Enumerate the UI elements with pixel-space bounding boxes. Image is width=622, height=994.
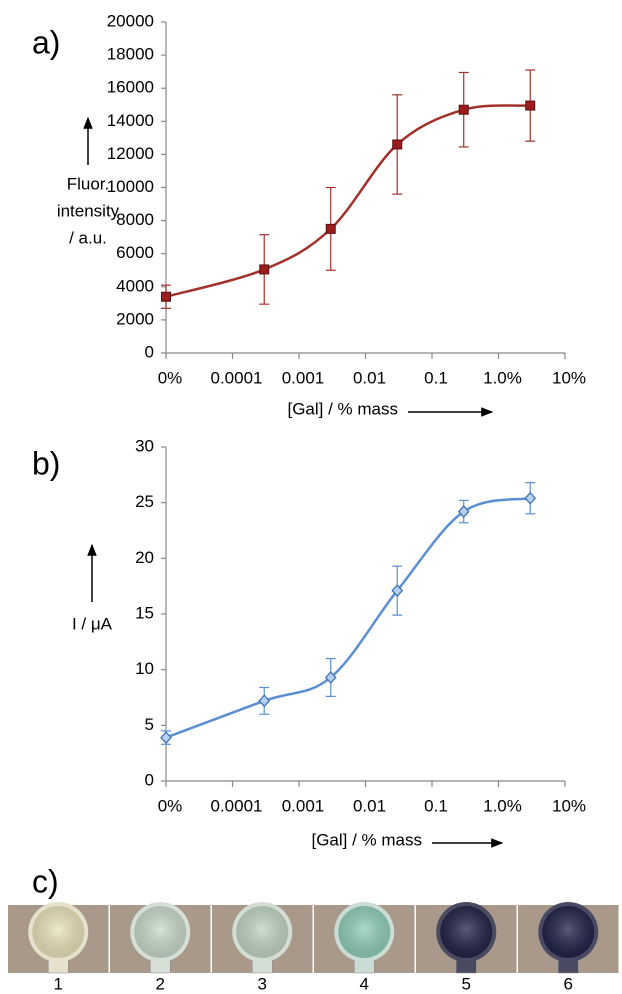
x-tick-label: 0.01 bbox=[353, 796, 386, 815]
x-tick-label: 10% bbox=[552, 368, 586, 387]
photo-shade bbox=[542, 906, 595, 958]
x-tick-label: 0.001 bbox=[282, 796, 325, 815]
photo-shade bbox=[134, 906, 187, 958]
photo-shade bbox=[32, 906, 85, 958]
x-tick-label: 0.0001 bbox=[211, 368, 263, 387]
x-tick-label: 0.0001 bbox=[211, 796, 263, 815]
photo-label: 2 bbox=[156, 974, 165, 993]
photo-shade bbox=[236, 906, 289, 958]
x-tick-label: 0% bbox=[158, 368, 183, 387]
y-tick-label: 20000 bbox=[107, 11, 154, 30]
y-tick-label: 25 bbox=[135, 492, 154, 511]
x-tick-label: 1.0% bbox=[483, 368, 522, 387]
y-tick-label: 10 bbox=[135, 659, 154, 678]
marker bbox=[457, 505, 470, 519]
photo-label: 6 bbox=[564, 974, 573, 993]
x-tick-label: 0.1 bbox=[424, 796, 448, 815]
x-tick-label: 0.001 bbox=[282, 368, 325, 387]
y-tick-label: 30 bbox=[135, 436, 154, 455]
data-line bbox=[165, 496, 531, 739]
marker bbox=[325, 223, 336, 234]
y-axis-label: / a.u. bbox=[69, 228, 107, 247]
x-tick-label: 0.01 bbox=[353, 368, 386, 387]
marker bbox=[391, 584, 404, 598]
x-tick-label: 0.1 bbox=[424, 368, 448, 387]
x-axis-label: [Gal] / % mass bbox=[311, 830, 422, 849]
marker bbox=[458, 104, 469, 115]
data-line bbox=[165, 104, 531, 298]
photo-label: 4 bbox=[360, 974, 369, 993]
y-tick-label: 6000 bbox=[116, 243, 154, 262]
y-tick-label: 12000 bbox=[107, 144, 154, 163]
y-tick-label: 0 bbox=[145, 342, 154, 361]
marker bbox=[161, 291, 171, 302]
y-tick-label: 2000 bbox=[116, 309, 154, 328]
panel-label: c) bbox=[32, 863, 59, 899]
marker bbox=[392, 139, 403, 150]
marker bbox=[259, 264, 270, 275]
y-axis-label: I / μA bbox=[72, 614, 113, 633]
y-tick-label: 15 bbox=[135, 603, 154, 622]
x-axis-label: [Gal] / % mass bbox=[287, 399, 398, 418]
photo-label: 5 bbox=[462, 974, 471, 993]
y-tick-label: 5 bbox=[145, 715, 154, 734]
y-tick-label: 0 bbox=[145, 770, 154, 789]
photo-shade bbox=[440, 906, 493, 958]
y-axis-label: intensity bbox=[57, 201, 120, 220]
panel-label: b) bbox=[32, 445, 60, 481]
photo-label: 1 bbox=[54, 974, 63, 993]
x-tick-label: 10% bbox=[552, 796, 586, 815]
marker bbox=[160, 731, 172, 745]
marker bbox=[324, 670, 337, 684]
x-tick-label: 0% bbox=[158, 796, 183, 815]
y-tick-label: 10000 bbox=[107, 177, 154, 196]
y-tick-label: 16000 bbox=[107, 78, 154, 97]
y-axis-label: Fluor. bbox=[67, 174, 110, 193]
y-tick-label: 20 bbox=[135, 548, 154, 567]
marker bbox=[258, 694, 271, 708]
y-tick-label: 8000 bbox=[116, 210, 154, 229]
marker bbox=[525, 100, 536, 111]
panel-label: a) bbox=[32, 24, 60, 60]
x-tick-label: 1.0% bbox=[483, 796, 522, 815]
photo-label: 3 bbox=[258, 974, 267, 993]
marker bbox=[524, 491, 537, 505]
y-tick-label: 14000 bbox=[107, 111, 154, 130]
y-tick-label: 18000 bbox=[107, 45, 154, 64]
photo-shade bbox=[338, 906, 391, 958]
y-tick-label: 4000 bbox=[116, 276, 154, 295]
